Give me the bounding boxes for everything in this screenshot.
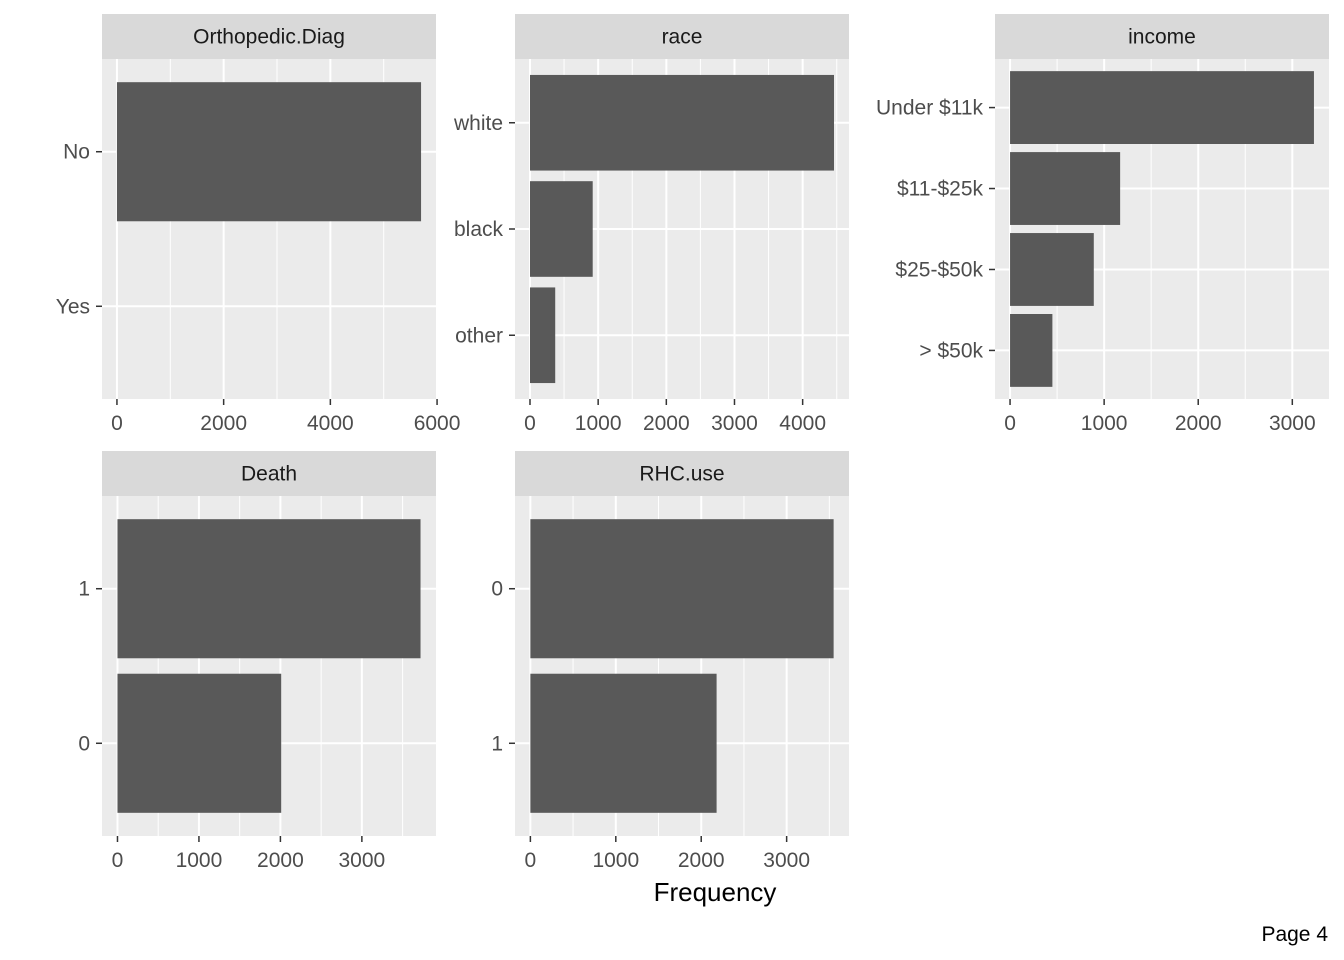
x-tick-label: 2000 <box>678 849 725 872</box>
panel-strip <box>102 14 436 59</box>
x-tick-label: 1000 <box>592 849 639 872</box>
y-tick-label: $11-$25k <box>897 178 984 201</box>
panel-title: RHC.use <box>639 463 724 486</box>
bar--11-25k <box>1010 152 1121 225</box>
x-tick-label: 6000 <box>414 412 461 435</box>
y-tick-label: black <box>454 218 504 241</box>
panel-title: race <box>662 26 703 49</box>
x-tick-label: 4000 <box>779 412 826 435</box>
bar-black <box>529 181 593 277</box>
x-tick-label: 3000 <box>763 849 810 872</box>
panel-title: income <box>1128 26 1196 49</box>
bar-other <box>529 287 556 384</box>
y-tick-label: other <box>455 324 503 347</box>
bar-white <box>529 74 835 171</box>
x-tick-label: 0 <box>525 849 537 872</box>
x-tick-label: 1000 <box>575 412 622 435</box>
y-tick-label: Yes <box>56 295 90 318</box>
y-tick-label: 1 <box>491 732 503 755</box>
panel-race: race white black other 0 1000 2000 3000 4000 <box>453 14 849 435</box>
x-tick-label: 2000 <box>1175 412 1222 435</box>
x-tick-label: 2000 <box>643 412 690 435</box>
panel-orthopedic-diag: Orthopedic.Diag No Yes 0 2000 4000 6000 <box>56 14 461 435</box>
x-tick-label: 0 <box>111 412 123 435</box>
x-tick-label: 3000 <box>711 412 758 435</box>
x-tick-label: 3000 <box>1269 412 1316 435</box>
panel-strip <box>515 451 849 496</box>
page-number: Page 4 <box>1261 923 1328 946</box>
chart-panels: Orthopedic.Diag No Yes 0 2000 4000 6000 race whi… <box>56 14 1329 872</box>
panel-rhc-use: RHC.use 0 1 0 1000 2000 3000 <box>491 451 849 872</box>
x-tick-label: 0 <box>524 412 536 435</box>
bar-0 <box>530 519 834 659</box>
panel-strip <box>102 451 436 496</box>
x-tick-label: 2000 <box>200 412 247 435</box>
y-tick-label: Under $11k <box>876 97 984 120</box>
y-tick-label: No <box>63 141 90 164</box>
x-axis-label: Frequency <box>654 877 777 907</box>
panel-strip <box>515 14 849 59</box>
x-tick-label: 1000 <box>1081 412 1128 435</box>
y-tick-label: > $50k <box>919 339 983 362</box>
y-tick-label: $25-$50k <box>895 258 983 281</box>
x-tick-label: 1000 <box>176 849 223 872</box>
bar-no <box>116 82 422 222</box>
x-tick-label: 3000 <box>339 849 386 872</box>
panel-strip <box>995 14 1329 59</box>
bar-under-11k <box>1010 71 1314 144</box>
x-tick-label: 0 <box>1004 412 1016 435</box>
y-tick-label: 0 <box>78 732 90 755</box>
bar-1 <box>117 519 421 659</box>
y-tick-label: 1 <box>78 578 90 601</box>
bar--50k <box>1010 314 1053 387</box>
bar-1 <box>530 673 717 813</box>
y-tick-label: white <box>453 112 503 135</box>
panel-death: Death 1 0 0 1000 2000 3000 <box>78 451 436 872</box>
x-tick-label: 2000 <box>257 849 304 872</box>
panel-income: income Under $11k $11-$25k $25-$50k > $50k 0 1… <box>876 14 1329 435</box>
y-tick-label: 0 <box>491 578 503 601</box>
panel-title: Death <box>241 463 297 486</box>
bar-0 <box>117 673 282 813</box>
bar--25-50k <box>1010 233 1094 306</box>
panel-title: Orthopedic.Diag <box>193 26 345 49</box>
x-tick-label: 0 <box>112 849 124 872</box>
x-tick-label: 4000 <box>307 412 354 435</box>
